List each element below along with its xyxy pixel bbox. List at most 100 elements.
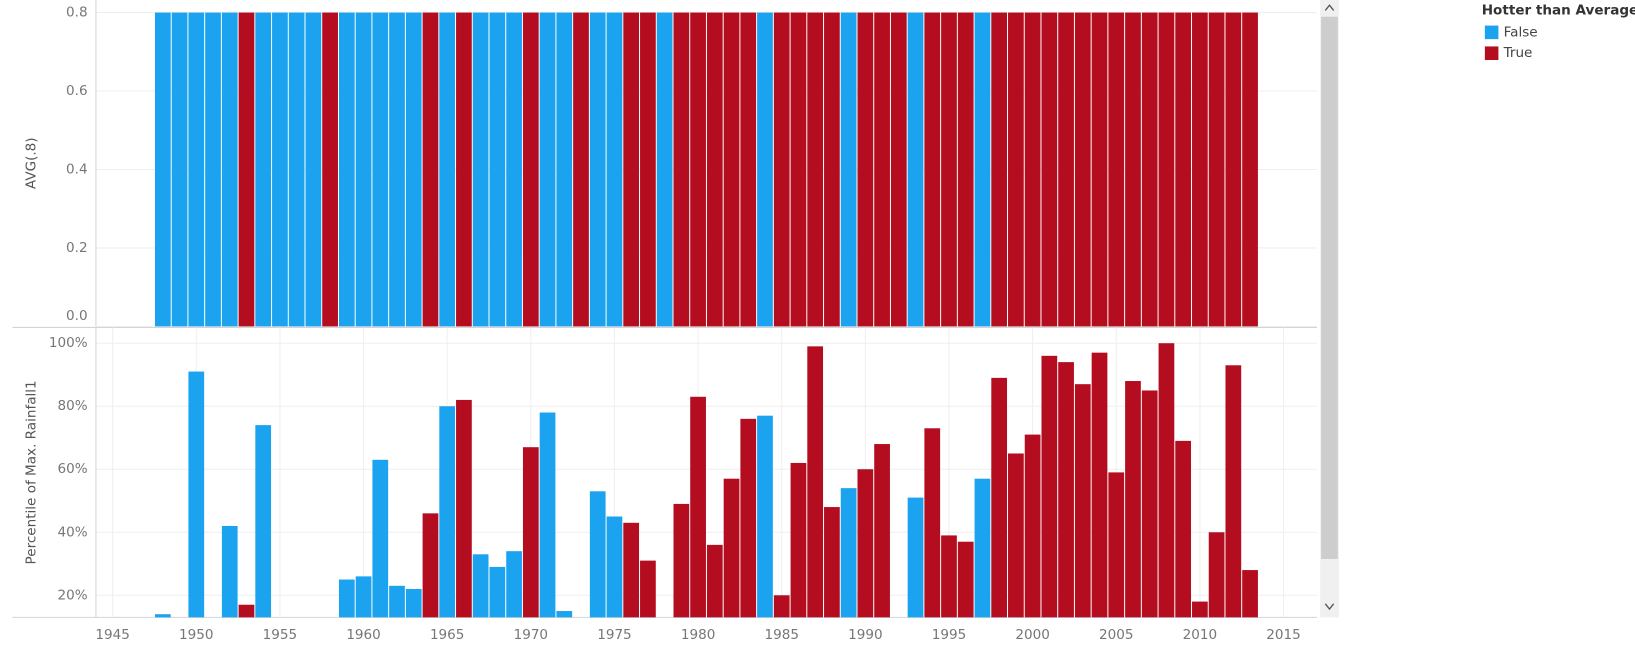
bar: [322, 12, 338, 327]
bar: [656, 12, 673, 327]
scroll-down[interactable]: [1324, 603, 1335, 611]
bar: [874, 444, 890, 618]
bar: [824, 507, 840, 618]
bar: [740, 418, 757, 618]
bar: [1175, 440, 1192, 618]
x-tick-label: 2010: [1183, 627, 1217, 643]
y-tick-label: 80%: [57, 398, 87, 414]
x-tick-label: 1945: [95, 627, 129, 643]
bar: [355, 12, 372, 327]
bar: [706, 12, 723, 327]
bar: [640, 12, 656, 327]
bar: [539, 12, 556, 327]
bar: [522, 12, 539, 327]
bar: [288, 12, 305, 327]
x-tick-label: 2000: [1015, 627, 1049, 643]
bar: [790, 12, 807, 327]
bar: [757, 12, 773, 327]
bar: [556, 12, 573, 327]
bar: [740, 12, 757, 327]
bar: [355, 576, 372, 618]
bar: [924, 12, 941, 327]
bar: [372, 459, 389, 618]
bar: [723, 12, 740, 327]
bar: [690, 396, 706, 618]
bar: [154, 614, 171, 618]
bar: [874, 12, 890, 327]
bar: [1141, 12, 1158, 327]
scroll-up[interactable]: [1324, 4, 1335, 11]
bar: [1041, 12, 1058, 327]
x-tick-label: 2005: [1099, 627, 1133, 643]
bar: [205, 12, 221, 327]
bar: [1125, 381, 1141, 618]
bar: [974, 478, 991, 618]
y-axis-title: AVG(.8): [23, 137, 39, 189]
bar: [238, 604, 255, 618]
bar: [974, 12, 991, 327]
bar: [589, 12, 606, 327]
scroll-thumb[interactable]: [1321, 16, 1338, 559]
bar: [1058, 362, 1074, 618]
bar: [573, 12, 589, 327]
bar: [1108, 12, 1125, 327]
bar: [456, 12, 472, 327]
legend-swatch: [1484, 46, 1499, 60]
y-tick-label: 20%: [57, 587, 87, 603]
bar: [539, 412, 556, 618]
bar: [706, 544, 723, 618]
bar: [1158, 12, 1175, 327]
bar: [255, 12, 272, 327]
bar: [606, 12, 623, 327]
bar: [1175, 12, 1192, 327]
bar: [991, 377, 1008, 618]
bar: [272, 12, 288, 327]
bar: [957, 12, 974, 327]
bar: [489, 12, 506, 327]
bar: [907, 12, 924, 327]
bar: [941, 535, 957, 618]
bar: [506, 551, 522, 618]
bar: [1024, 12, 1041, 327]
bar: [606, 516, 623, 618]
bar: [1041, 355, 1058, 618]
bar: [790, 462, 807, 618]
bar: [1058, 12, 1074, 327]
bar: [522, 447, 539, 618]
bar: [1008, 12, 1024, 327]
bar: [456, 399, 472, 618]
bar: [690, 12, 706, 327]
bar: [773, 12, 790, 327]
bar: [589, 491, 606, 618]
bar: [1024, 434, 1041, 618]
y-tick-label: 0.4: [66, 161, 88, 177]
bar: [472, 554, 489, 618]
bar: [472, 12, 489, 327]
bar: [1225, 12, 1242, 327]
bar: [188, 371, 205, 618]
bar: [1225, 365, 1242, 618]
legend-title: Hotter than Average: [1482, 2, 1635, 18]
bar: [1108, 472, 1125, 618]
bar: [422, 513, 439, 618]
bar: [824, 12, 840, 327]
bar: [673, 12, 690, 327]
bar: [1074, 384, 1091, 618]
bar: [623, 522, 640, 618]
y-tick-label: 0.8: [66, 5, 88, 21]
legend-swatch: [1484, 25, 1499, 40]
x-tick-label: 1965: [430, 627, 464, 643]
scrollbar[interactable]: [1320, 0, 1339, 618]
bar: [991, 12, 1008, 327]
bar: [1192, 12, 1208, 327]
bar: [1141, 390, 1158, 618]
y-tick-label: 0.2: [66, 240, 88, 256]
x-tick-label: 1995: [932, 627, 966, 643]
bar: [1091, 352, 1108, 618]
bar: [389, 585, 405, 618]
y-tick-label: 100%: [49, 335, 88, 351]
bar: [673, 503, 690, 618]
y-tick-label: 0.0: [66, 308, 88, 324]
